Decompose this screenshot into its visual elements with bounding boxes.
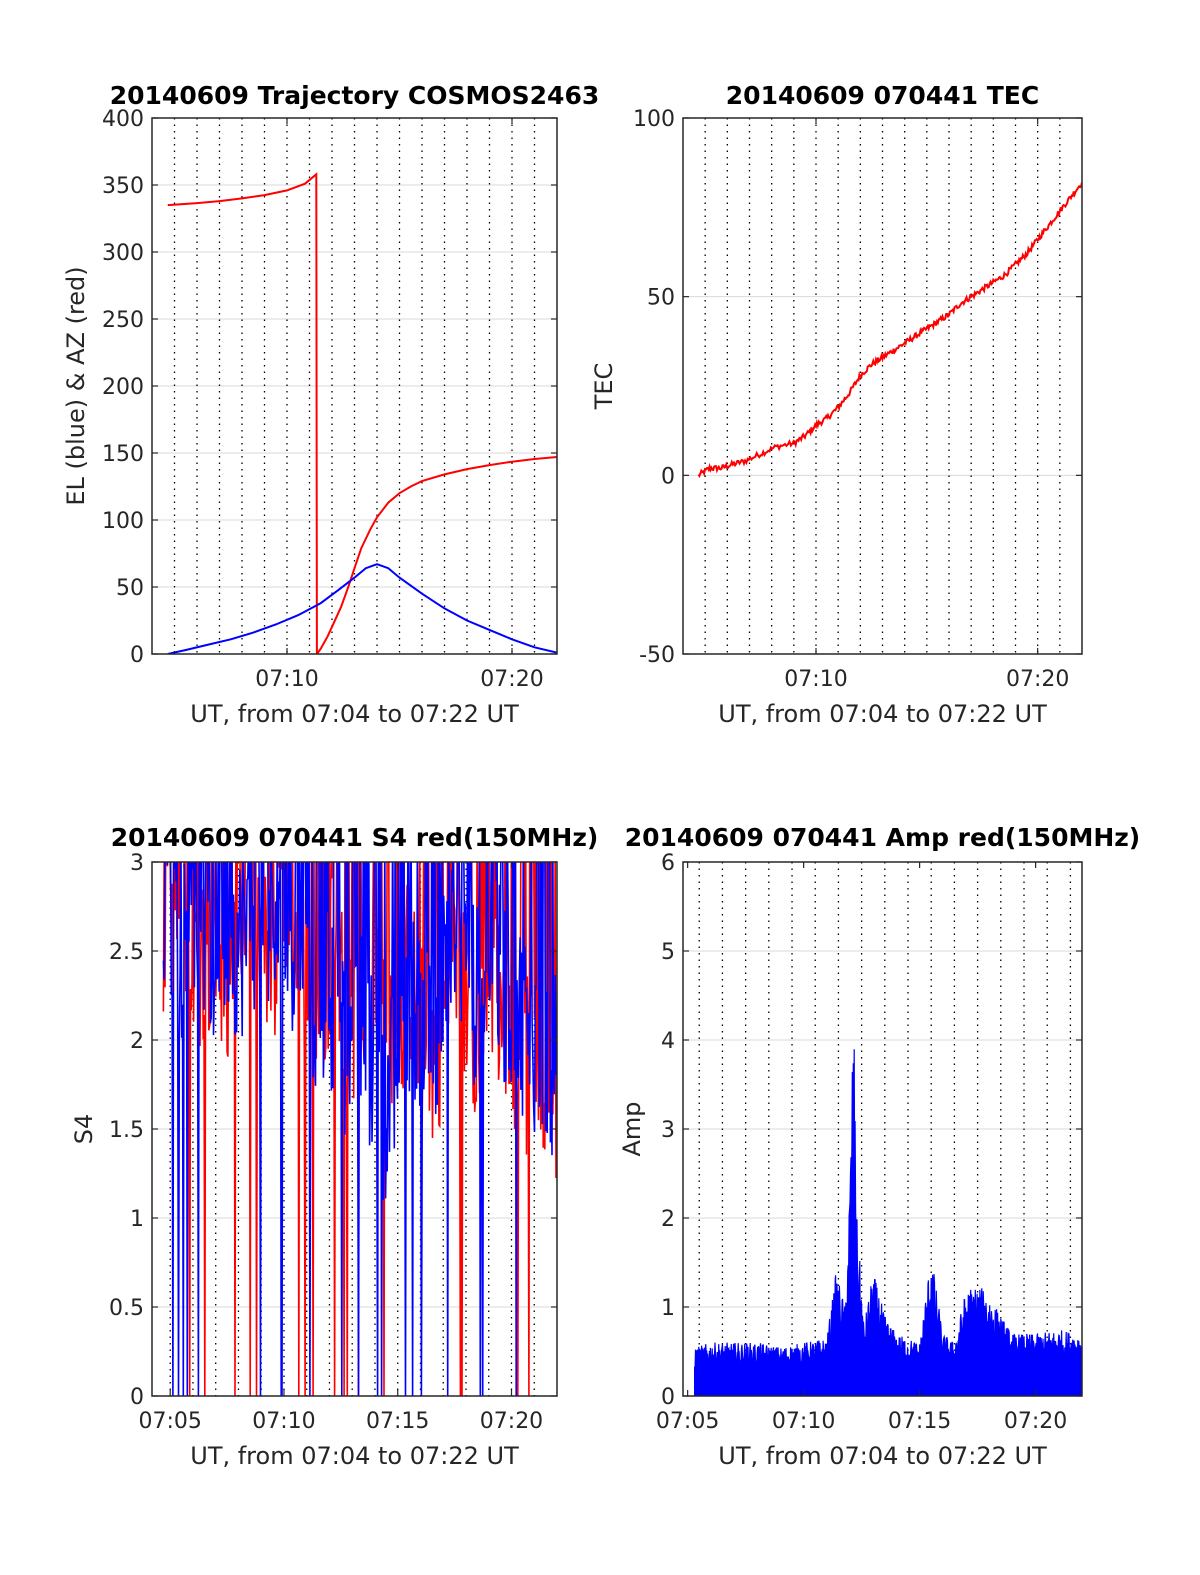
s4-xtick-label: 07:20: [480, 1409, 543, 1434]
trajectory-y-axis-label: EL (blue) & AZ (red): [62, 266, 90, 505]
s4-xtick-label: 07:05: [138, 1409, 201, 1434]
amp-xtick-label: 07:15: [888, 1409, 951, 1434]
trajectory-title: 20140609 Trajectory COSMOS2463: [110, 81, 600, 110]
s4-ytick-label: 3: [130, 851, 144, 876]
traj-ytick-label: 250: [102, 308, 144, 333]
amp-panel: 0 1 2 3 4 5 6 07:05 07:10 07:15 07:20 20140609 070…: [618, 823, 1140, 1470]
s4-ytick-label: 2: [130, 1029, 144, 1054]
tec-xtick-label: 07:20: [1006, 667, 1069, 692]
amp-ytick-label: 0: [661, 1385, 675, 1410]
s4-ytick-label: 2.5: [109, 940, 144, 965]
traj-ytick-label: 350: [102, 174, 144, 199]
tec-axes-box: [682, 117, 1083, 655]
tec-ytick-label: 0: [661, 464, 675, 489]
traj-series-red-line: [167, 172, 557, 654]
s4-y-axis-label: S4: [70, 1114, 98, 1145]
s4-xtick-label: 07:15: [366, 1409, 429, 1434]
amp-ytick-label: 3: [661, 1118, 675, 1143]
s4-x-axis-label: UT, from 07:04 to 07:22 UT: [190, 1442, 519, 1470]
trajectory-x-axis-label: UT, from 07:04 to 07:22 UT: [190, 700, 519, 728]
traj-xtick-label: 07:20: [480, 667, 543, 692]
amp-xtick-label: 07:20: [1004, 1409, 1067, 1434]
traj-series-blue-line: [167, 563, 557, 654]
traj-ytick-label: 100: [102, 509, 144, 534]
traj-ytick-label: 400: [102, 107, 144, 132]
traj-ytick-label: 50: [116, 576, 144, 601]
amp-series-blue-area: [694, 1049, 1082, 1396]
s4-ytick-label: 0: [130, 1385, 144, 1410]
amp-ytick-label: 2: [661, 1207, 675, 1232]
s4-xtick-label: 07:10: [252, 1409, 315, 1434]
tec-ytick-label: 50: [647, 286, 675, 311]
tec-xtick-label: 07:10: [784, 667, 847, 692]
s4-ytick-label: 1.5: [109, 1118, 144, 1143]
tec-x-axis-label: UT, from 07:04 to 07:22 UT: [718, 700, 1047, 728]
traj-ytick-label: 300: [102, 241, 144, 266]
amp-title: 20140609 070441 Amp red(150MHz): [625, 823, 1141, 852]
tec-y-axis-label: TEC: [590, 363, 618, 411]
tec-title: 20140609 070441 TEC: [726, 81, 1039, 110]
tec-series-red-line: [697, 182, 1082, 479]
amp-y-axis-label: Amp: [618, 1101, 646, 1156]
amp-ytick-label: 1: [661, 1296, 675, 1321]
s4-series-blue-line: [162, 862, 557, 1396]
traj-ytick-label: 150: [102, 442, 144, 467]
s4-ytick-label: 0.5: [109, 1296, 144, 1321]
amp-x-axis-label: UT, from 07:04 to 07:22 UT: [718, 1442, 1047, 1470]
tec-ytick-label: -50: [639, 643, 675, 668]
s4-ytick-label: 1: [130, 1207, 144, 1232]
amp-xtick-label: 07:05: [656, 1409, 719, 1434]
amp-xtick-label: 07:10: [772, 1409, 835, 1434]
s4-panel: 0 0.5 1 1.5 2 2.5 3 07:05 07:10 07:15 07:20 201406…: [70, 823, 599, 1470]
s4-title: 20140609 070441 S4 red(150MHz): [111, 823, 599, 852]
traj-ytick-label: 200: [102, 375, 144, 400]
amp-ytick-label: 5: [661, 940, 675, 965]
tec-ytick-label: 100: [633, 107, 675, 132]
traj-xtick-label: 07:10: [255, 667, 318, 692]
amp-ytick-label: 6: [661, 851, 675, 876]
traj-ytick-label: 0: [130, 643, 144, 668]
amp-ytick-label: 4: [661, 1029, 675, 1054]
trajectory-panel: 0 50 100 150 200 250 300 350 400 07:10 07:20 20140…: [62, 81, 599, 728]
